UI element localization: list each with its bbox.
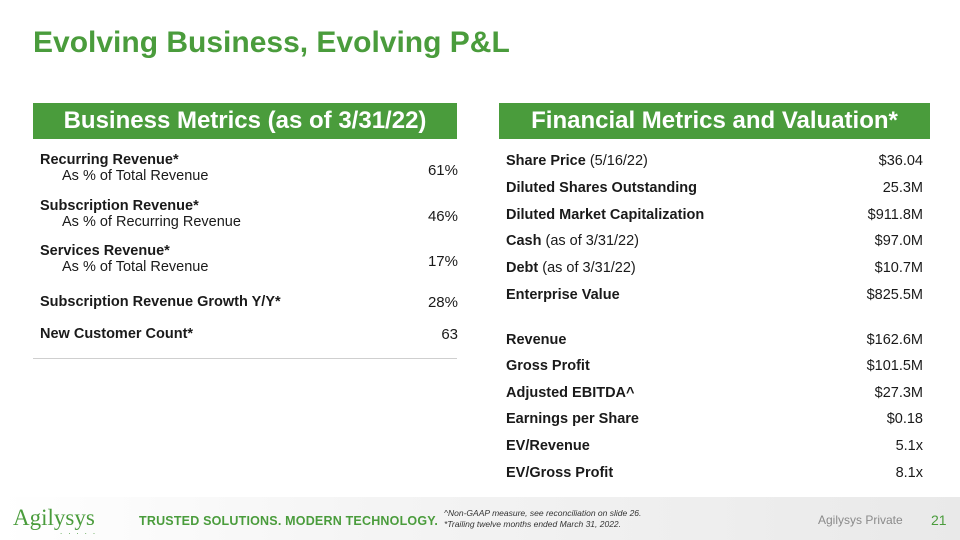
tagline: TRUSTED SOLUTIONS. MODERN TECHNOLOGY. xyxy=(139,514,439,528)
row-label: EV/Revenue xyxy=(506,438,590,454)
metric-subtitle: As % of Total Revenue xyxy=(62,259,209,275)
row-revenue: Revenue $162.6M xyxy=(506,330,923,350)
metric-services-revenue: Services Revenue* As % of Total Revenue … xyxy=(40,243,458,275)
metric-value: 63 xyxy=(441,326,458,343)
metric-recurring-revenue: Recurring Revenue* As % of Total Revenue… xyxy=(40,152,458,184)
row-label: Cash xyxy=(506,233,542,249)
row-label: Diluted Market Capitalization xyxy=(506,207,705,223)
metric-name: Services Revenue* xyxy=(40,243,170,259)
row-note: (5/16/22) xyxy=(585,153,648,169)
row-label: Gross Profit xyxy=(506,358,590,374)
row-label: EV/Gross Profit xyxy=(506,465,614,481)
metric-value: 17% xyxy=(427,253,458,270)
row-diluted-shares: Diluted Shares Outstanding 25.3M xyxy=(506,178,923,198)
row-enterprise-value: Enterprise Value $825.5M xyxy=(506,285,923,305)
row-value: $36.04 xyxy=(878,153,923,169)
metric-name: New Customer Count* xyxy=(40,326,194,342)
metric-name: Subscription Revenue* xyxy=(40,198,199,214)
metric-subtitle: As % of Total Revenue xyxy=(62,168,209,184)
row-cash: Cash (as of 3/31/22) $97.0M xyxy=(506,231,923,251)
row-gross-profit: Gross Profit $101.5M xyxy=(506,356,923,376)
row-note: (as of 3/31/22) xyxy=(541,233,639,249)
row-value: 8.1x xyxy=(895,465,923,481)
row-value: $97.0M xyxy=(874,233,923,249)
metric-value: 61% xyxy=(427,162,458,179)
footnote-non-gaap: ^Non-GAAP measure, see reconciliation on… xyxy=(444,508,642,518)
metric-subtitle: As % of Recurring Revenue xyxy=(62,214,241,230)
metric-new-customers: New Customer Count* 63 xyxy=(40,326,458,343)
logo-dots: ..... xyxy=(60,527,102,536)
metric-subscription-growth: Subscription Revenue Growth Y/Y* 28% xyxy=(40,294,458,311)
row-value: 5.1x xyxy=(895,438,923,454)
row-label: Enterprise Value xyxy=(506,287,620,303)
row-value: $101.5M xyxy=(866,358,923,374)
confidentiality-label: Agilysys Private xyxy=(818,513,903,527)
row-label: Adjusted EBITDA^ xyxy=(506,385,635,401)
row-ev-gross-profit: EV/Gross Profit 8.1x xyxy=(506,463,923,483)
financial-metrics-header: Financial Metrics and Valuation* xyxy=(499,103,930,139)
row-value: $10.7M xyxy=(874,260,923,276)
footnote-ttm: *Trailing twelve months ended March 31, … xyxy=(444,519,622,529)
divider xyxy=(33,358,457,359)
row-value: $27.3M xyxy=(874,385,923,401)
row-share-price: Share Price (5/16/22) $36.04 xyxy=(506,151,923,171)
row-value: $911.8M xyxy=(867,207,923,223)
row-label: Earnings per Share xyxy=(506,411,639,427)
agilysys-logo: Agilysys xyxy=(13,505,95,530)
row-market-cap: Diluted Market Capitalization $911.8M xyxy=(506,205,923,225)
row-note: (as of 3/31/22) xyxy=(538,260,636,276)
slide-title: Evolving Business, Evolving P&L xyxy=(33,26,510,59)
row-value: $162.6M xyxy=(866,332,923,348)
metric-value: 46% xyxy=(427,208,458,225)
business-metrics-header: Business Metrics (as of 3/31/22) xyxy=(33,103,457,139)
row-label: Share Price xyxy=(506,153,586,169)
row-label: Debt xyxy=(506,260,539,276)
row-value: 25.3M xyxy=(882,180,923,196)
metric-name: Subscription Revenue Growth Y/Y* xyxy=(40,294,281,310)
row-eps: Earnings per Share $0.18 xyxy=(506,409,923,429)
row-value: $825.5M xyxy=(866,287,923,303)
row-ev-revenue: EV/Revenue 5.1x xyxy=(506,436,923,456)
metric-subscription-revenue: Subscription Revenue* As % of Recurring … xyxy=(40,198,458,230)
row-value: $0.18 xyxy=(886,411,923,427)
page-number: 21 xyxy=(931,512,947,528)
row-debt: Debt (as of 3/31/22) $10.7M xyxy=(506,258,923,278)
metric-name: Recurring Revenue* xyxy=(40,152,179,168)
row-label: Diluted Shares Outstanding xyxy=(506,180,697,196)
row-adjusted-ebitda: Adjusted EBITDA^ $27.3M xyxy=(506,383,923,403)
metric-value: 28% xyxy=(427,294,458,311)
row-label: Revenue xyxy=(506,332,567,348)
footer-bar xyxy=(0,497,960,540)
